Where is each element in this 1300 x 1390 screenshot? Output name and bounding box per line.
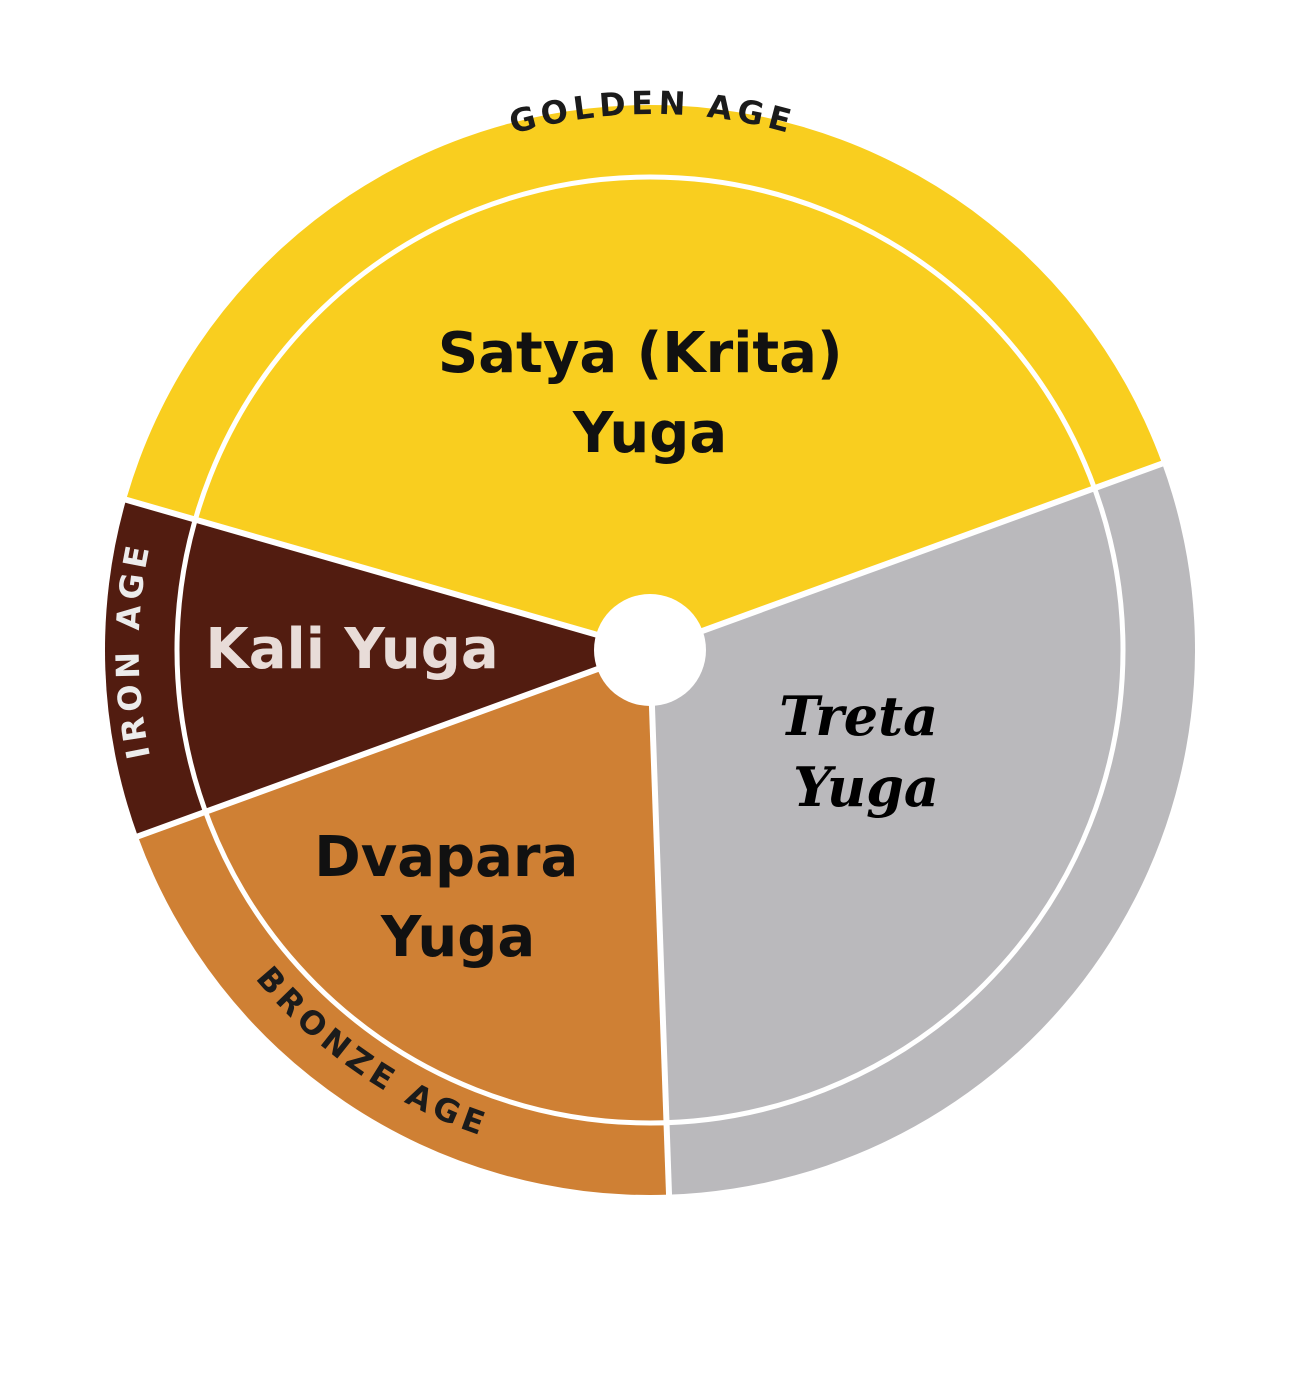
satya-yuga-label-line-1: Satya (Krita) [438,321,843,386]
divider-line-kali [131,647,652,842]
ring-separator [174,174,1126,1126]
center-hub [594,594,706,706]
divider-line-treta [648,458,1169,653]
kali-yuga-label: Kali Yuga [205,617,498,682]
treta-yuga-label-line-2: Yuga [793,755,939,819]
divider-line-dvapara [647,649,673,1201]
treta-yuga-label-line-1: Treta [779,684,938,748]
satya-yuga-label: Satya (Krita) Yuga [438,321,862,466]
wedge-treta [650,488,1123,1123]
wedge-dvapara [205,650,667,1123]
treta-yuga-label: Treta Yuga [779,684,957,819]
radial-dividers [119,458,1169,1201]
dvapara-yuga-label-line-2: Yuga [380,905,535,970]
iron-age-label-path: IRON AGE [109,538,153,763]
dvapara-yuga-label: Dvapara Yuga [314,825,598,970]
satya-yuga-label-line-2: Yuga [572,401,727,466]
kali-yuga-label-line-1: Kali Yuga [205,617,498,682]
inner-wedges [176,176,1123,1123]
divider-line-satya [119,495,651,653]
iron-age-label: IRON AGE [109,538,158,763]
wedge-kali [176,519,650,812]
dvapara-yuga-label-line-1: Dvapara [314,825,578,890]
wedge-satya [195,176,1095,650]
